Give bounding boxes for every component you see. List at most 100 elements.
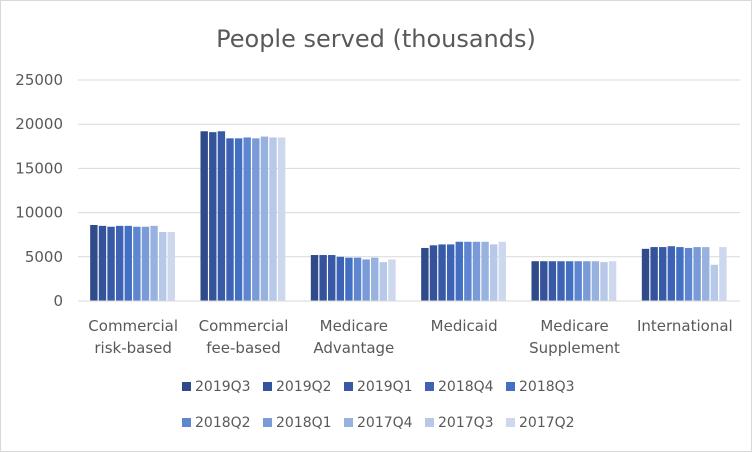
bar-2019Q3-1 [200, 131, 208, 301]
legend-swatch-2019Q1 [344, 382, 353, 391]
bar-2017Q2-4 [608, 261, 617, 301]
bar-2018Q3-0 [124, 225, 132, 301]
category-label: Medicare [540, 317, 608, 335]
bar-2018Q4-5 [667, 246, 676, 301]
legend-label-2018Q2: 2018Q2 [195, 415, 251, 431]
legend-swatch-2019Q3 [182, 382, 191, 391]
bar-2019Q3-4 [531, 261, 539, 301]
bar-2018Q4-1 [226, 138, 234, 301]
legend-label-2017Q3: 2017Q3 [438, 415, 494, 431]
y-tick-label: 0 [53, 292, 63, 310]
legend-swatch-2017Q4 [344, 418, 353, 427]
legend-label-2018Q3: 2018Q3 [519, 379, 575, 395]
category-label: International [637, 317, 733, 335]
bar-2019Q2-2 [319, 255, 327, 301]
bar-2019Q1-1 [217, 131, 226, 301]
bar-2019Q3-3 [421, 247, 429, 301]
bar-2018Q4-3 [446, 244, 455, 301]
bar-2018Q1-2 [362, 259, 370, 301]
legend-swatch-2018Q3 [506, 382, 515, 391]
bar-2019Q2-1 [209, 132, 217, 301]
bar-2017Q2-1 [277, 137, 286, 301]
category-label: Advantage [313, 339, 394, 357]
bar-2017Q3-4 [600, 262, 608, 301]
legend-swatch-2017Q2 [506, 418, 515, 427]
y-tick-label: 10000 [15, 204, 63, 222]
bar-2017Q4-2 [371, 257, 379, 301]
bar-2018Q2-1 [243, 137, 251, 301]
bar-2019Q2-0 [98, 225, 107, 301]
y-tick-label: 25000 [15, 71, 63, 89]
bar-2019Q2-5 [650, 247, 658, 301]
bar-2019Q1-2 [328, 255, 336, 301]
chart-title: People served (thousands) [216, 25, 536, 53]
bar-2019Q1-5 [659, 247, 667, 301]
bar-2018Q2-2 [353, 257, 362, 301]
bar-2018Q4-2 [336, 256, 345, 301]
y-tick-label: 20000 [15, 115, 63, 133]
category-label: fee-based [206, 339, 280, 357]
legend-swatch-2019Q2 [263, 382, 272, 391]
bar-2018Q1-1 [252, 138, 260, 301]
bar-2019Q1-0 [107, 226, 115, 301]
bar-2018Q3-4 [565, 261, 574, 301]
bar-2017Q2-2 [388, 259, 396, 301]
category-label: Commercial [199, 317, 289, 335]
legend-label-2019Q1: 2019Q1 [357, 379, 413, 395]
bar-2018Q3-3 [455, 241, 463, 301]
bar-2017Q2-5 [719, 247, 727, 301]
bar-2018Q1-5 [693, 247, 701, 301]
bar-2017Q2-0 [167, 232, 175, 301]
bar-2017Q3-0 [158, 232, 167, 301]
bar-2017Q4-1 [260, 136, 269, 301]
bar-2017Q4-5 [702, 247, 710, 301]
bar-2018Q3-5 [676, 247, 684, 301]
bar-2018Q2-3 [464, 241, 472, 301]
legend-swatch-2017Q3 [425, 418, 434, 427]
bar-2018Q3-1 [234, 138, 243, 301]
category-label: Supplement [529, 339, 620, 357]
y-tick-label: 5000 [25, 248, 63, 266]
bar-2017Q4-3 [481, 241, 489, 301]
gridlines [78, 79, 740, 258]
bar-2018Q3-2 [345, 257, 353, 301]
bar-2017Q3-5 [710, 264, 719, 301]
legend-label-2018Q4: 2018Q4 [438, 379, 494, 395]
y-tick-label: 15000 [15, 159, 63, 177]
bar-2019Q1-4 [548, 261, 557, 301]
bar-2017Q3-1 [269, 137, 277, 301]
bar-2017Q2-3 [498, 241, 506, 301]
legend-swatch-2018Q2 [182, 418, 191, 427]
category-label: Medicare [320, 317, 388, 335]
legend-label-2019Q3: 2019Q3 [195, 379, 251, 395]
bars [90, 131, 727, 301]
legend-label-2017Q2: 2017Q2 [519, 415, 575, 431]
bar-2018Q1-0 [141, 226, 150, 301]
bar-2017Q3-3 [489, 244, 498, 301]
category-label: Commercial [88, 317, 178, 335]
bar-2018Q4-0 [115, 225, 124, 301]
bar-2019Q1-3 [438, 244, 446, 301]
bar-2019Q2-3 [429, 245, 438, 301]
bar-2017Q4-0 [150, 225, 158, 301]
bar-2018Q4-4 [557, 261, 565, 301]
legend-swatch-2018Q1 [263, 418, 272, 427]
bar-2018Q2-0 [133, 226, 141, 301]
category-labels: Commercial risk-based Commercial fee-based M… [88, 317, 732, 357]
y-axis-ticks: 0 5000 10000 15000 20000 25000 [15, 71, 63, 310]
bar-2018Q2-4 [574, 261, 582, 301]
legend-swatch-2018Q4 [425, 382, 434, 391]
bar-2019Q3-5 [641, 248, 650, 301]
category-label: risk-based [94, 339, 172, 357]
bar-2017Q4-4 [591, 261, 600, 301]
bar-2018Q1-4 [583, 261, 591, 301]
bar-2019Q3-0 [90, 224, 98, 301]
category-label: Medicaid [431, 317, 498, 335]
bar-2018Q2-5 [684, 247, 693, 301]
bar-2018Q1-3 [472, 241, 481, 301]
bar-2019Q2-4 [540, 261, 548, 301]
legend-label-2017Q4: 2017Q4 [357, 415, 413, 431]
legend-label-2019Q2: 2019Q2 [276, 379, 332, 395]
bar-2017Q3-2 [379, 262, 388, 301]
